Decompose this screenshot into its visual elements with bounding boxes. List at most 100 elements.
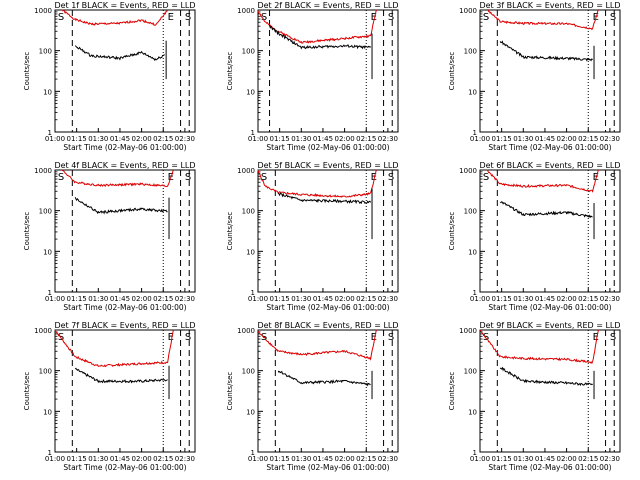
plot-frame [257,329,399,453]
plot-frame [54,329,196,453]
panel-title: Det 2f BLACK = Events, RED = LLD [257,1,398,10]
interval-marker-label: S [610,12,616,23]
interval-marker-label: S [388,172,394,183]
interval-marker-label: S [58,172,64,183]
x-axis-label: Start Time (02-May-06 01:00:00) [266,143,389,152]
plot-frame [54,9,196,133]
panel-title: Det 5f BLACK = Events, RED = LLD [257,161,398,170]
y-tick-label: 1 [473,289,477,297]
x-tick-label: 01:45 [313,455,333,463]
x-tick-label: 01:00 [470,135,490,143]
x-tick-label: 01:45 [313,295,333,303]
y-tick-label: 1 [48,129,52,137]
panel-title: Det 7f BLACK = Events, RED = LLD [54,321,195,330]
detector-panel: Det 9f BLACK = Events, RED = LLD 1 10 100 10… [448,321,621,472]
x-tick-label: 02:00 [335,135,355,143]
interval-marker-label: S [610,332,616,343]
y-axis-label: Counts/sec [226,212,234,251]
y-tick-label: 10 [468,248,477,256]
x-tick-label: 01:00 [248,135,268,143]
interval-marker-label: S [261,12,267,23]
interval-marker-label: S [261,172,267,183]
x-axis-label: Start Time (02-May-06 01:00:00) [488,303,611,312]
y-axis-label: Counts/sec [226,52,234,91]
panel-title: Det 3f BLACK = Events, RED = LLD [479,1,620,10]
y-tick-label: 1000 [459,167,477,175]
y-tick-label: 1 [251,289,255,297]
x-tick-label: 02:15 [153,455,173,463]
x-tick-label: 02:15 [153,135,173,143]
lld-series-line [61,9,169,26]
x-tick-label: 01:30 [291,455,311,463]
x-tick-label: 01:30 [291,135,311,143]
x-tick-label: 01:15 [67,135,87,143]
y-tick-label: 100 [39,368,52,376]
y-axis-label: Counts/sec [226,372,234,411]
y-tick-label: 100 [242,368,255,376]
lld-series-line [486,169,599,193]
x-tick-label: 01:45 [535,455,555,463]
x-tick-label: 01:30 [513,135,533,143]
x-tick-label: 01:15 [492,455,512,463]
lld-series-line [61,169,174,188]
lld-series-line [54,329,174,368]
x-tick-label: 02:15 [578,455,598,463]
y-tick-label: 10 [43,248,52,256]
x-tick-label: 02:15 [578,295,598,303]
x-tick-label: 01:00 [248,455,268,463]
panel-title: Det 9f BLACK = Events, RED = LLD [479,321,620,330]
y-tick-label: 100 [464,368,477,376]
y-tick-label: 1 [473,449,477,457]
interval-marker-label: S [483,12,489,23]
x-tick-label: 02:30 [175,455,195,463]
y-axis-label: Counts/sec [23,212,31,251]
x-tick-label: 02:00 [557,135,577,143]
plot-frame [257,169,399,293]
panel-title: Det 6f BLACK = Events, RED = LLD [479,161,620,170]
detector-panel: Det 6f BLACK = Events, RED = LLD 1 10 100 10… [448,161,621,312]
y-tick-label: 100 [39,48,52,56]
x-tick-label: 02:30 [175,295,195,303]
interval-marker-label: S [483,172,489,183]
x-tick-label: 01:45 [535,295,555,303]
y-tick-label: 100 [242,208,255,216]
y-axis-label: Counts/sec [23,372,31,411]
x-tick-label: 02:30 [378,135,398,143]
x-axis-label: Start Time (02-May-06 01:00:00) [488,143,611,152]
y-tick-label: 100 [464,48,477,56]
y-tick-label: 10 [246,248,255,256]
x-tick-label: 01:00 [470,455,490,463]
detector-panel: Det 1f BLACK = Events, RED = LLD 1 10 100 10… [23,1,196,152]
y-axis-label: Counts/sec [448,52,456,91]
x-tick-label: 01:15 [67,295,87,303]
plot-frame [479,9,621,133]
x-tick-label: 01:15 [492,135,512,143]
y-tick-label: 10 [468,408,477,416]
x-tick-label: 01:15 [270,135,290,143]
x-axis-label: Start Time (02-May-06 01:00:00) [488,463,611,472]
y-tick-label: 100 [39,208,52,216]
interval-marker-label: E [168,12,174,23]
lld-series-line [257,169,377,198]
x-tick-label: 01:00 [45,455,65,463]
x-tick-label: 01:30 [513,295,533,303]
interval-marker-label: S [185,332,191,343]
interval-marker-label: E [371,332,377,343]
interval-marker-label: S [610,172,616,183]
x-tick-label: 02:15 [356,135,376,143]
interval-marker-label: S [185,12,191,23]
detector-panel: Det 8f BLACK = Events, RED = LLD 1 10 100 10… [226,321,399,472]
x-axis-label: Start Time (02-May-06 01:00:00) [266,463,389,472]
x-tick-label: 02:30 [600,455,620,463]
y-tick-label: 1 [473,129,477,137]
x-axis-label: Start Time (02-May-06 01:00:00) [63,143,186,152]
events-series-line [269,25,371,50]
y-tick-label: 1000 [459,7,477,15]
x-tick-label: 01:15 [492,295,512,303]
x-tick-label: 02:30 [600,135,620,143]
interval-marker-label: S [58,12,64,23]
y-tick-label: 1000 [34,7,52,15]
events-series-line [74,367,168,384]
events-series-line [277,370,371,387]
detector-panel: Det 2f BLACK = Events, RED = LLD 1 10 100 10… [226,1,399,152]
